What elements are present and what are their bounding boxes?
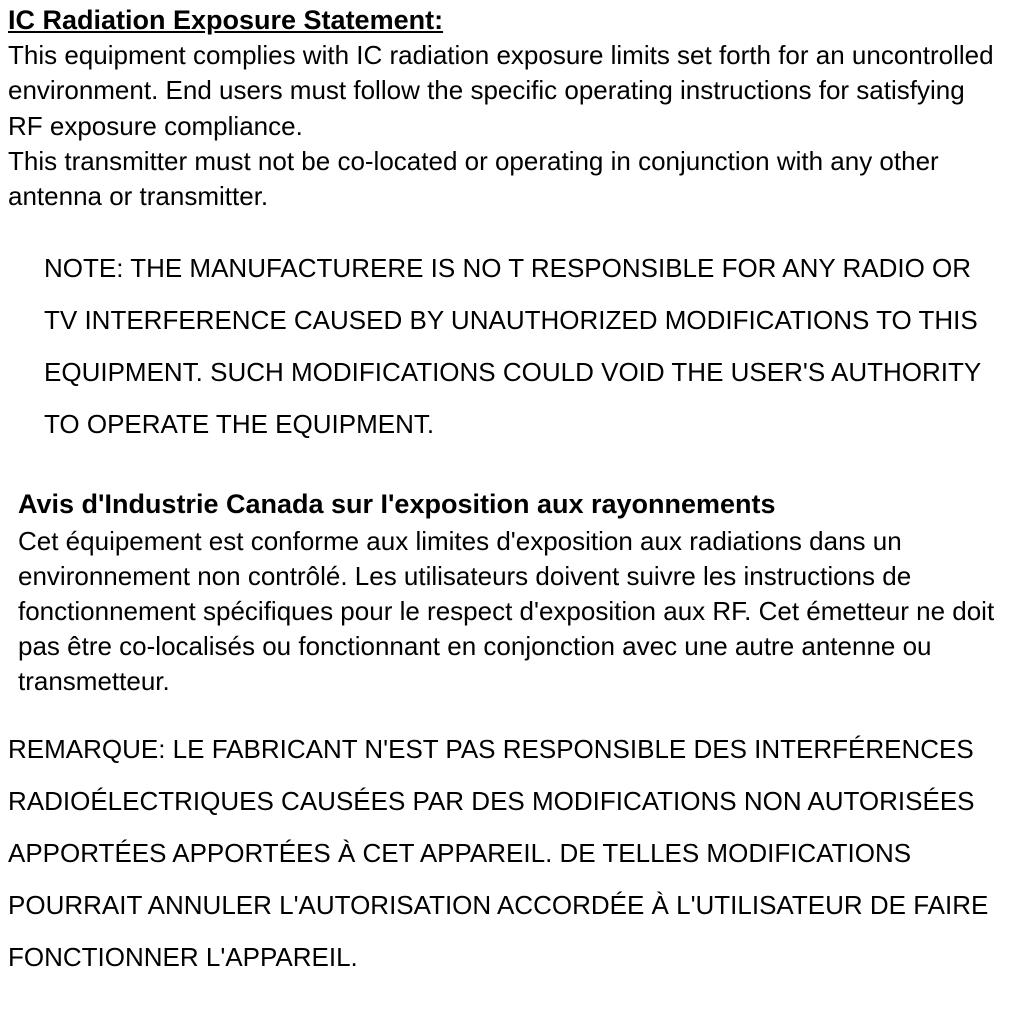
section2-body: Cet équipement est conforme aux limites …: [8, 524, 1006, 699]
section1-note: NOTE: THE MANUFACTURERE IS NO T RESPONSI…: [8, 242, 1006, 450]
section1-heading: IC Radiation Exposure Statement:: [8, 4, 1006, 36]
section2-heading: Avis d'Industrie Canada sur I'exposition…: [8, 488, 1006, 522]
section2-note: REMARQUE: LE FABRICANT N'EST PAS RESPONS…: [8, 723, 1006, 983]
section1-body: This equipment complies with IC radiatio…: [8, 38, 1006, 213]
